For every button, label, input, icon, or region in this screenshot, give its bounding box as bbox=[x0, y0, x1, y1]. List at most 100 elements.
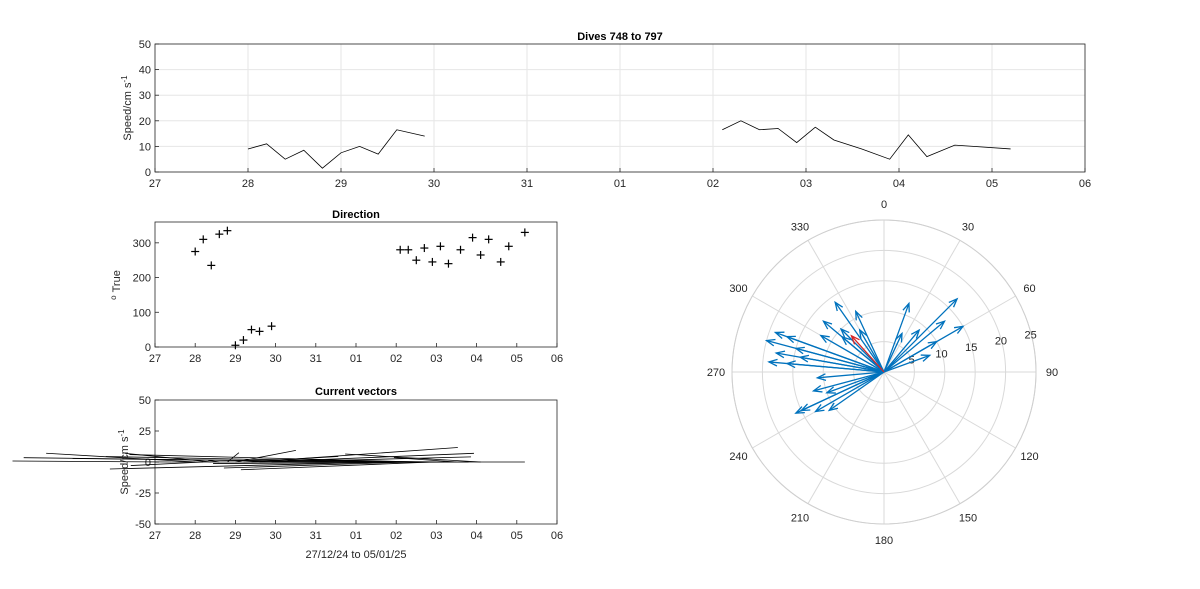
polar-theta-label: 150 bbox=[959, 512, 977, 524]
polar-spoke bbox=[883, 240, 961, 373]
polar-arrow bbox=[883, 325, 965, 373]
speed-ytick-label: 30 bbox=[139, 90, 151, 102]
vectors-title: Current vectors bbox=[315, 386, 397, 398]
speed-lines bbox=[247, 120, 1011, 169]
speed-xtick-label: 31 bbox=[521, 178, 533, 190]
direction-xtick-label: 06 bbox=[551, 353, 563, 365]
speed-xtick-label: 28 bbox=[242, 178, 254, 190]
polar-r-label: 25 bbox=[1025, 329, 1037, 341]
direction-panel: Direction 27 28 29 30 31 01 02 03 04 05 06 0 100 200 3… bbox=[109, 209, 563, 365]
vectors-stick bbox=[287, 459, 445, 463]
polar-arrow bbox=[794, 346, 885, 373]
polar-arrow bbox=[799, 371, 885, 412]
speed-xtick-label: 02 bbox=[707, 178, 719, 190]
polar-theta-label: 90 bbox=[1046, 367, 1058, 379]
speed-xtick-label: 01 bbox=[614, 178, 626, 190]
direction-point bbox=[428, 257, 437, 266]
polar-spoke bbox=[883, 371, 961, 504]
direction-points bbox=[191, 226, 529, 350]
vectors-ytick-label: 0 bbox=[145, 457, 151, 469]
vectors-sticks bbox=[12, 447, 525, 471]
direction-point bbox=[231, 341, 240, 350]
direction-point bbox=[444, 259, 453, 268]
vectors-xtick-label: 04 bbox=[470, 530, 482, 542]
direction-point bbox=[412, 256, 421, 265]
direction-xtick-label: 02 bbox=[390, 353, 402, 365]
speed-series-line bbox=[722, 120, 1011, 160]
vectors-ticks: 27 28 29 30 31 01 02 03 04 05 06 -50 -25 0 25 50 bbox=[135, 395, 563, 542]
polar-spoke bbox=[807, 371, 885, 504]
vectors-xtick-label: 03 bbox=[430, 530, 442, 542]
direction-point bbox=[504, 242, 513, 251]
direction-xtick-label: 05 bbox=[511, 353, 523, 365]
direction-ytick-label: 100 bbox=[133, 307, 151, 319]
polar-theta-label: 270 bbox=[707, 367, 725, 379]
vectors-stick bbox=[208, 459, 220, 463]
direction-point bbox=[215, 230, 224, 239]
vectors-ytick-label: 25 bbox=[139, 426, 151, 438]
vectors-stick bbox=[393, 457, 457, 463]
polar-arrow bbox=[883, 354, 932, 373]
direction-point bbox=[267, 322, 276, 331]
direction-point bbox=[223, 226, 232, 235]
polar-arrow bbox=[767, 358, 885, 373]
direction-point bbox=[255, 327, 264, 336]
direction-point bbox=[396, 245, 405, 254]
speed-xtick-label: 30 bbox=[428, 178, 440, 190]
direction-title: Direction bbox=[332, 209, 380, 221]
vectors-xtick-label: 05 bbox=[511, 530, 523, 542]
polar-r-label: 20 bbox=[995, 336, 1007, 348]
vectors-xtick-label: 01 bbox=[350, 530, 362, 542]
polar-r-label: 5 bbox=[909, 355, 915, 367]
speed-ytick-label: 20 bbox=[139, 116, 151, 128]
direction-axes-box bbox=[154, 221, 558, 348]
speed-xtick-label: 04 bbox=[893, 178, 905, 190]
speed-xtick-label: 27 bbox=[149, 178, 161, 190]
direction-xtick-label: 04 bbox=[470, 353, 482, 365]
speed-title: Dives 748 to 797 bbox=[577, 31, 663, 43]
speed-xtick-label: 03 bbox=[800, 178, 812, 190]
polar-panel: 0 30 60 90 120 150 180 210 240 270 300 330 5 10 15 20 25 bbox=[707, 199, 1058, 547]
polar-r-label: 15 bbox=[965, 342, 977, 354]
vectors-stick bbox=[12, 460, 172, 463]
vectors-stick bbox=[130, 461, 204, 466]
vectors-stick bbox=[240, 461, 433, 471]
direction-xtick-label: 27 bbox=[149, 353, 161, 365]
direction-point bbox=[207, 261, 216, 270]
polar-arrow bbox=[815, 371, 885, 382]
direction-point bbox=[239, 336, 248, 345]
direction-xtick-label: 30 bbox=[269, 353, 281, 365]
polar-arrow bbox=[834, 300, 885, 373]
direction-xtick-label: 29 bbox=[229, 353, 241, 365]
vectors-ytick-label: 50 bbox=[139, 395, 151, 407]
direction-point bbox=[520, 228, 529, 237]
polar-theta-label: 180 bbox=[875, 535, 893, 547]
vectors-xtick-label: 06 bbox=[551, 530, 563, 542]
vectors-xtick-label: 02 bbox=[390, 530, 402, 542]
direction-point bbox=[191, 247, 200, 256]
vectors-xtick-label: 29 bbox=[229, 530, 241, 542]
polar-theta-label: 0 bbox=[881, 199, 887, 211]
speed-ytick-label: 50 bbox=[139, 39, 151, 51]
direction-xtick-label: 31 bbox=[310, 353, 322, 365]
direction-point bbox=[247, 325, 256, 334]
direction-xtick-label: 01 bbox=[350, 353, 362, 365]
speed-xtick-label: 29 bbox=[335, 178, 347, 190]
polar-outer-ring bbox=[731, 219, 1037, 525]
direction-ylabel: oTrue bbox=[109, 270, 123, 300]
direction-point bbox=[436, 242, 445, 251]
direction-point bbox=[199, 235, 208, 244]
speed-series-line bbox=[247, 129, 425, 169]
vectors-stick bbox=[23, 457, 373, 463]
polar-r-label: 10 bbox=[935, 348, 947, 360]
direction-xtick-label: 28 bbox=[189, 353, 201, 365]
direction-point bbox=[496, 257, 505, 266]
polar-theta-label: 210 bbox=[791, 512, 809, 524]
speed-ytick-label: 0 bbox=[145, 167, 151, 179]
direction-ytick-label: 0 bbox=[145, 342, 151, 354]
speed-grid bbox=[154, 43, 1086, 173]
direction-ytick-label: 300 bbox=[133, 238, 151, 250]
polar-arrow bbox=[883, 297, 959, 373]
direction-point bbox=[476, 250, 485, 259]
